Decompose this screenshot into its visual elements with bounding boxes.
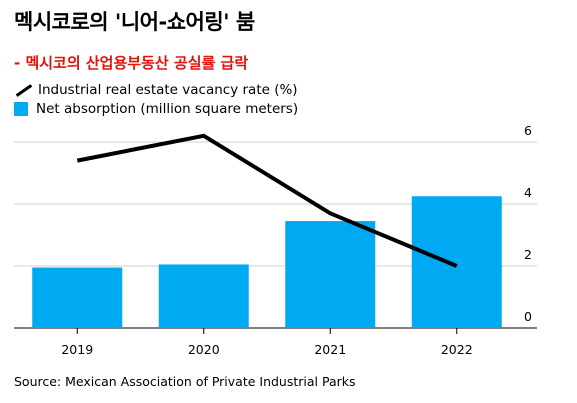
bar-2021 bbox=[285, 221, 376, 328]
y-tick-label: 0 bbox=[524, 309, 532, 324]
x-tick-label: 2022 bbox=[441, 342, 473, 357]
chart-subtitle: - 멕시코의 산업용부동산 공실률 급락 bbox=[14, 54, 249, 72]
bar-series bbox=[32, 196, 502, 328]
x-axis-ticks: 2019 2020 2021 2022 bbox=[61, 328, 473, 357]
bar-2020 bbox=[158, 264, 249, 328]
bar-2019 bbox=[32, 267, 123, 328]
chart-title: 멕시코로의 '니어-쇼어링' 붐 bbox=[14, 10, 255, 34]
source-note: Source: Mexican Association of Private I… bbox=[14, 374, 356, 389]
y-axis-ticks: 0 2 4 6 bbox=[524, 123, 532, 324]
y-tick-label: 6 bbox=[524, 123, 532, 138]
legend-item-absorption: Net absorption (million square meters) bbox=[14, 101, 298, 117]
y-tick-label: 4 bbox=[524, 185, 532, 200]
x-tick-label: 2019 bbox=[61, 342, 93, 357]
x-tick-label: 2021 bbox=[314, 342, 346, 357]
x-tick-label: 2020 bbox=[188, 342, 220, 357]
legend-bar-swatch bbox=[14, 102, 28, 116]
y-tick-label: 2 bbox=[524, 247, 532, 262]
legend-label-vacancy: Industrial real estate vacancy rate (%) bbox=[38, 82, 298, 98]
legend-item-vacancy: Industrial real estate vacancy rate (%) bbox=[14, 82, 298, 98]
legend-label-absorption: Net absorption (million square meters) bbox=[36, 101, 299, 117]
vacancy-rate-line bbox=[76, 133, 458, 268]
bar-2022 bbox=[411, 196, 502, 328]
line-series bbox=[76, 133, 458, 268]
